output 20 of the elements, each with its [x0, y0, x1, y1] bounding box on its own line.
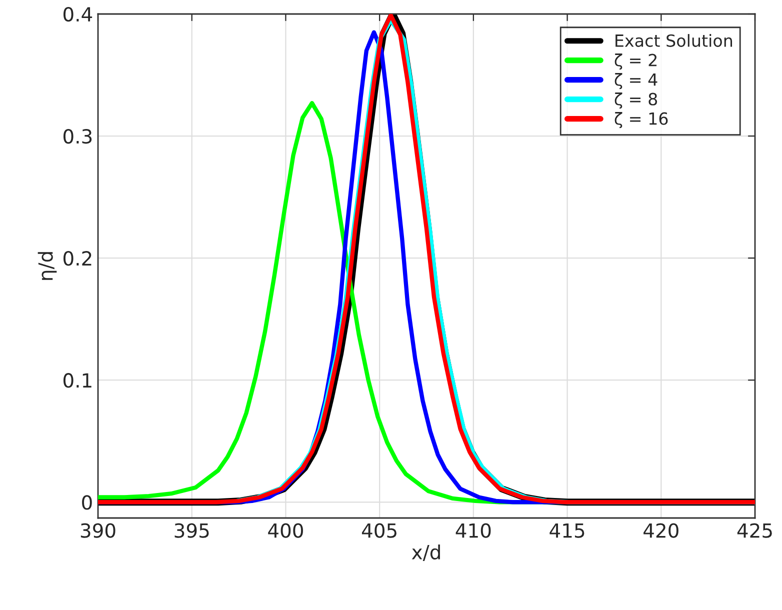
x-tick-label: 405 [362, 523, 396, 538]
x-tick-label: 420 [644, 523, 678, 538]
y-axis-title: η/d [38, 252, 57, 280]
x-tick-label: 410 [456, 523, 491, 538]
x-tick-label: 390 [80, 523, 116, 538]
x-tick-label: 395 [174, 523, 209, 538]
x-tick-label: 400 [268, 523, 303, 538]
x-tick-label: 415 [550, 523, 584, 538]
y-tick-label: 0.2 [64, 251, 92, 266]
legend-label: ζ = 16 [614, 112, 668, 128]
y-tick-label: 0.1 [64, 373, 92, 388]
legend-label: Exact Solution [616, 34, 732, 47]
legend-label: ζ = 2 [614, 54, 656, 70]
legend-label: ζ = 4 [614, 73, 658, 90]
y-tick-label: 0.3 [64, 128, 92, 144]
x-tick-label: 425 [737, 523, 772, 538]
legend-label: ζ = 8 [614, 92, 658, 109]
y-tick-label: 0.4 [64, 6, 92, 22]
x-axis-title: x/d [412, 544, 440, 562]
y-tick-label: 0 [82, 495, 92, 510]
